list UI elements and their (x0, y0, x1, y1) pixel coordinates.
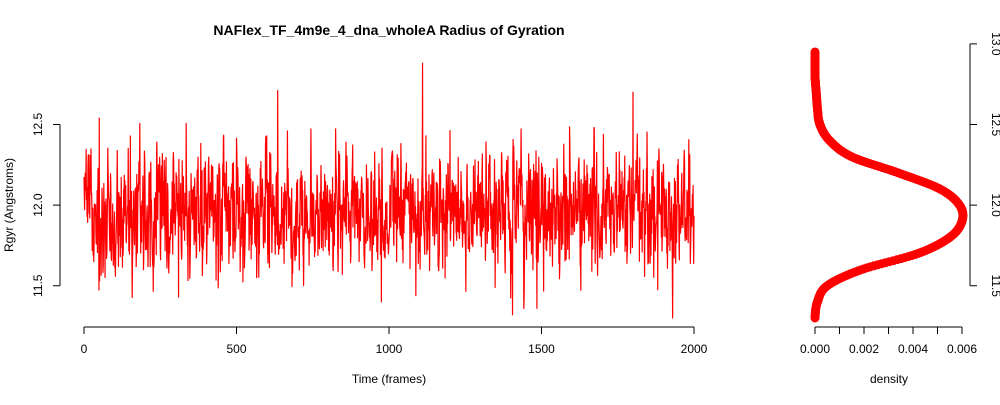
rgyr-series-line (83, 62, 695, 319)
main-x-axis-label: Time (frames) (352, 372, 426, 386)
density-y-axis: 11.5 12.0 12.5 13.0 (969, 32, 1000, 298)
main-y-axis-label: Rgyr (Angstroms) (2, 158, 16, 252)
density-x-tick-label: 0.006 (947, 342, 977, 356)
density-x-axis-label: density (870, 372, 908, 386)
density-x-tick-label: 0.000 (800, 342, 830, 356)
density-y-tick-label: 12.0 (989, 193, 1000, 217)
main-y-tick-label: 11.5 (31, 274, 45, 297)
main-x-tick-label: 1500 (528, 342, 555, 356)
density-y-tick-label: 13.0 (989, 32, 1000, 56)
density-curve (810, 47, 968, 323)
main-y-tick-label: 12.5 (31, 112, 45, 136)
density-plot: 0.000 0.002 0.004 0.006 11.5 12.0 12.5 13.0 de… (800, 32, 1000, 386)
density-x-axis: 0.000 0.002 0.004 0.006 (800, 326, 977, 356)
density-x-tick-label: 0.004 (898, 342, 928, 356)
main-y-axis: 11.5 12.0 12.5 (31, 112, 61, 297)
density-y-tick-label: 11.5 (989, 275, 1000, 298)
density-x-tick-label: 0.002 (849, 342, 879, 356)
time-series-plot: 0 500 1000 1500 2000 11.5 12.0 12.5 Time (fram… (2, 62, 708, 386)
main-x-tick-label: 2000 (681, 342, 708, 356)
main-x-tick-label: 0 (81, 342, 88, 356)
density-y-tick-label: 12.5 (989, 113, 1000, 137)
main-x-axis: 0 500 1000 1500 2000 (81, 326, 708, 356)
main-x-tick-label: 1000 (376, 342, 403, 356)
main-x-tick-label: 500 (226, 342, 246, 356)
main-y-tick-label: 12.0 (31, 193, 45, 217)
chart-title: NAFlex_TF_4m9e_4_dna_wholeA Radius of Gy… (213, 22, 564, 38)
density-point (810, 47, 820, 57)
